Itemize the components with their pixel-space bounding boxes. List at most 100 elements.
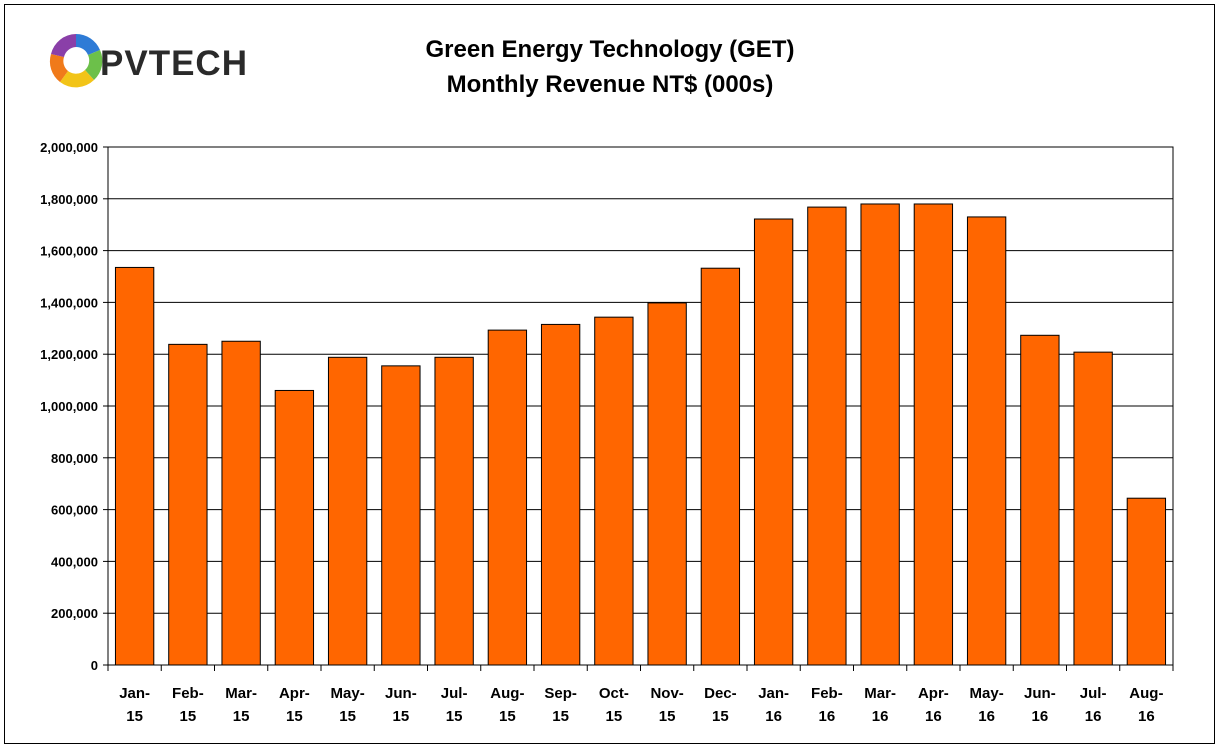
- x-tick-label: Sep- 15: [544, 685, 577, 725]
- bar: [700, 267, 741, 666]
- x-tick-label: Dec- 15: [704, 685, 737, 725]
- bar: [487, 329, 528, 666]
- y-tick-label: 1,400,000: [40, 295, 98, 310]
- x-tick-label-year: 16: [1032, 708, 1049, 725]
- bar: [327, 356, 368, 666]
- x-tick-label: Jul- 16: [1080, 685, 1107, 725]
- y-tick-label: 2,000,000: [40, 140, 98, 155]
- x-tick-label-month: Nov-: [650, 685, 683, 702]
- x-tick-label: Oct- 15: [599, 685, 629, 725]
- bar: [860, 203, 900, 666]
- x-tick-label-month: Jan-: [758, 685, 789, 702]
- logo-ring-icon: [49, 34, 103, 88]
- x-tick-label-month: Jun-: [1024, 685, 1056, 702]
- x-tick-label: Jun- 15: [385, 685, 417, 725]
- x-tick-label-year: 15: [659, 708, 676, 725]
- bar: [540, 323, 581, 666]
- x-tick-label: Feb- 15: [172, 685, 204, 725]
- x-tick-label: Mar- 15: [225, 685, 257, 725]
- y-tick-label: 0: [91, 658, 98, 673]
- bar: [753, 218, 794, 666]
- y-tick-label: 600,000: [51, 503, 98, 518]
- x-tick-label-month: Dec-: [704, 685, 737, 702]
- x-tick-label-month: Jun-: [385, 685, 417, 702]
- x-tick-label-year: 16: [1138, 708, 1155, 725]
- x-tick-label: Nov- 15: [650, 685, 683, 725]
- chart-title-line2: Monthly Revenue NT$ (000s): [446, 71, 774, 98]
- x-tick-label-month: Sep-: [544, 685, 577, 702]
- x-axis: Jan-15Feb-15Mar-15Apr-15May-15Jun-15Jul-…: [107, 665, 1174, 725]
- x-tick-label: Aug- 16: [1129, 685, 1163, 725]
- x-tick-label-year: 15: [552, 708, 569, 725]
- bar: [1073, 351, 1113, 666]
- x-tick-label-month: Mar-: [225, 685, 257, 702]
- x-tick-label: Feb- 16: [811, 685, 843, 725]
- bar: [647, 302, 687, 666]
- x-tick-label-month: May-: [331, 685, 365, 702]
- x-tick-label-year: 15: [126, 708, 143, 725]
- bar: [168, 343, 208, 666]
- x-tick-label-month: Oct-: [599, 685, 629, 702]
- x-tick-label-year: 15: [180, 708, 197, 725]
- x-tick-label: Jul- 15: [441, 685, 468, 725]
- x-tick-label-year: 15: [233, 708, 250, 725]
- bar: [434, 356, 474, 666]
- logo-text: PVTECH: [100, 44, 248, 83]
- bar: [913, 203, 954, 666]
- x-tick-label-year: 16: [1085, 708, 1102, 725]
- x-tick-label-month: Aug-: [490, 685, 524, 702]
- bar: [381, 365, 421, 666]
- y-axis: 0 200,000 400,000 600,000 800,000 1,000,000 1,…: [40, 140, 108, 673]
- x-tick-label-year: 15: [393, 708, 410, 725]
- y-tick-label: 1,800,000: [40, 192, 98, 207]
- x-tick-label-month: Apr-: [918, 685, 949, 702]
- y-tick-label: 400,000: [51, 554, 98, 569]
- y-tick-label: 200,000: [51, 606, 98, 621]
- bar: [1126, 497, 1167, 666]
- x-tick-label-year: 15: [286, 708, 303, 725]
- x-tick-label-year: 16: [765, 708, 782, 725]
- x-tick-label: Aug- 15: [490, 685, 524, 725]
- bar: [221, 340, 261, 666]
- x-tick-label-month: Jan-: [119, 685, 150, 702]
- bar: [274, 389, 315, 666]
- y-tick-label: 800,000: [51, 451, 98, 466]
- x-tick-label-year: 16: [819, 708, 836, 725]
- x-tick-label-month: Aug-: [1129, 685, 1163, 702]
- x-tick-label-year: 15: [712, 708, 729, 725]
- x-tick-label: Jan- 16: [758, 685, 789, 725]
- bar: [807, 206, 847, 666]
- x-tick-label-year: 16: [925, 708, 942, 725]
- x-tick-label-month: Jul-: [441, 685, 468, 702]
- x-tick-label: May- 16: [970, 685, 1004, 725]
- bars: [114, 203, 1167, 666]
- x-tick-label-year: 15: [339, 708, 356, 725]
- x-tick-label-month: Mar-: [864, 685, 896, 702]
- x-tick-label-year: 16: [872, 708, 889, 725]
- bar: [594, 316, 634, 666]
- x-tick-label: Jun- 16: [1024, 685, 1056, 725]
- x-tick-label-year: 16: [978, 708, 995, 725]
- x-tick-label-year: 15: [499, 708, 516, 725]
- y-tick-label: 1,600,000: [40, 244, 98, 259]
- y-tick-label: 1,200,000: [40, 347, 98, 362]
- bar: [966, 216, 1007, 666]
- x-tick-label: Apr- 16: [918, 685, 949, 725]
- x-tick-label-year: 15: [446, 708, 463, 725]
- x-tick-label-month: Jul-: [1080, 685, 1107, 702]
- x-tick-label: Apr- 15: [279, 685, 310, 725]
- pvtech-logo: [49, 34, 103, 88]
- bar: [1020, 334, 1060, 666]
- x-tick-label-month: Feb-: [811, 685, 843, 702]
- x-tick-label-year: 15: [606, 708, 623, 725]
- bar: [114, 266, 155, 666]
- y-tick-label: 1,000,000: [40, 399, 98, 414]
- x-tick-label-month: Apr-: [279, 685, 310, 702]
- chart-title-line1: Green Energy Technology (GET): [425, 36, 795, 63]
- x-tick-label-month: May-: [970, 685, 1004, 702]
- x-tick-label: May- 15: [331, 685, 365, 725]
- x-tick-label: Jan- 15: [119, 685, 150, 725]
- x-tick-label-month: Feb-: [172, 685, 204, 702]
- x-tick-label: Mar- 16: [864, 685, 896, 725]
